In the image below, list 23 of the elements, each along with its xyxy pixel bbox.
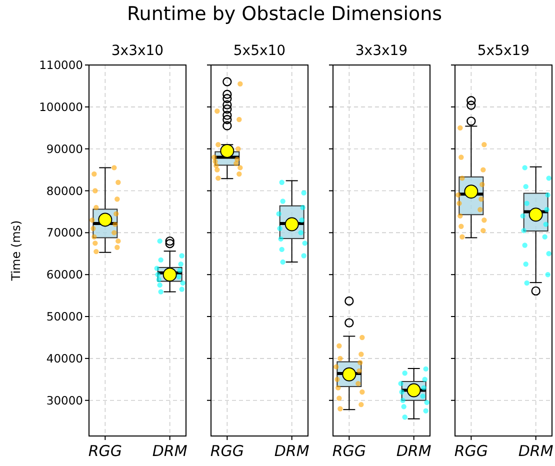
x-tick-label: RGG — [454, 442, 488, 460]
chart-title: 3x3x19 — [355, 43, 408, 59]
y-tick-label: 90000 — [46, 142, 83, 156]
x-tick-label: DRM — [518, 442, 554, 460]
chart-title: 3x3x10 — [111, 43, 164, 59]
y-tick-label: 30000 — [46, 393, 83, 408]
y-tick-label: 70000 — [46, 226, 83, 240]
x-tick-label: DRM — [274, 442, 310, 460]
x-tick-label: DRM — [396, 442, 432, 460]
text: Runtime by Obstacle Dimensions — [126, 3, 442, 25]
x-tick-label: DRM — [152, 442, 188, 460]
y-axis-title: Time (ms) — [9, 220, 23, 282]
y-tick-label: 100000 — [39, 100, 83, 114]
chart-title: 5x5x10 — [233, 43, 286, 59]
y-tick-label: 80000 — [46, 184, 83, 198]
chart-title: 5x5x19 — [477, 43, 530, 59]
y-tick-label: 60000 — [46, 268, 83, 282]
x-tick-label: RGG — [88, 442, 122, 460]
x-tick-label: RGG — [210, 442, 244, 460]
y-tick-label: 40000 — [46, 351, 83, 366]
x-tick-label: RGG — [332, 442, 366, 460]
y-tick-label: 50000 — [46, 310, 83, 324]
y-tick-label: 110000 — [39, 58, 83, 72]
